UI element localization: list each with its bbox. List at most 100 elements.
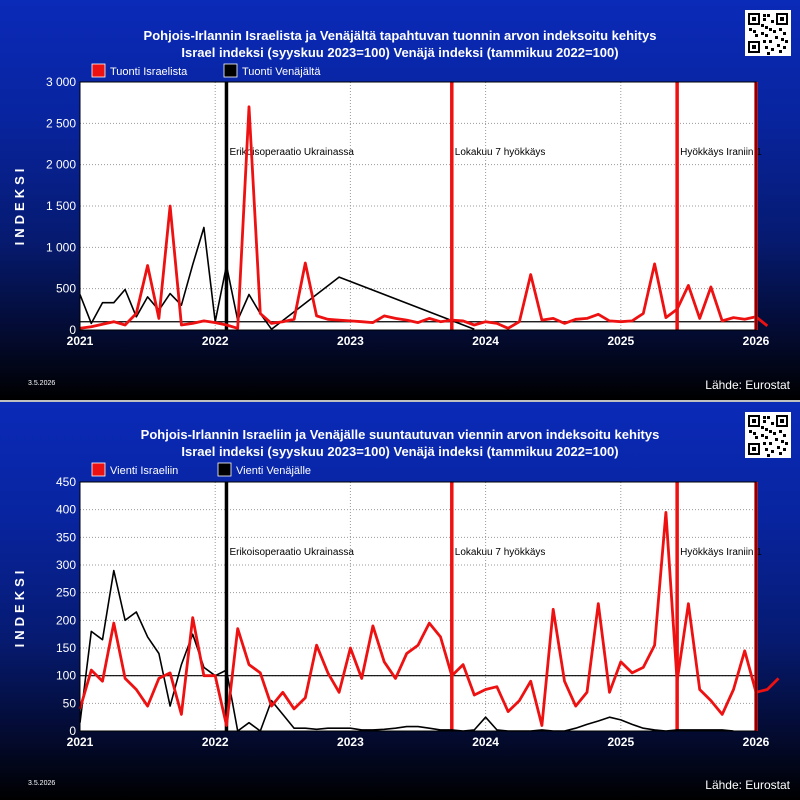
qr-code-icon xyxy=(745,412,791,458)
y-tick-label: 400 xyxy=(56,503,76,517)
y-tick-label: 1 500 xyxy=(46,199,76,213)
qr-module xyxy=(769,28,772,31)
plot-frame xyxy=(79,81,757,331)
series-line xyxy=(79,105,769,330)
legend-label: Vienti Israeliin xyxy=(110,465,178,477)
legend-swatch xyxy=(91,462,106,477)
qr-module xyxy=(763,40,766,43)
qr-module xyxy=(749,28,752,31)
qr-module xyxy=(765,448,768,451)
qr-module xyxy=(771,20,774,23)
x-tick-label: 2023 xyxy=(337,334,364,348)
x-tick-label: 2025 xyxy=(607,735,634,749)
qr-module xyxy=(777,446,780,449)
qr-module xyxy=(783,32,786,35)
y-tick-label: 150 xyxy=(56,641,76,655)
y-tick-label: 200 xyxy=(56,613,76,627)
legend-swatch xyxy=(217,462,232,477)
y-tick-label: 0 xyxy=(69,724,76,738)
qr-module xyxy=(755,436,758,439)
legend-label: Vienti Venäjälle xyxy=(236,465,311,477)
y-tick-label: 450 xyxy=(56,475,76,489)
y-tick-label: 50 xyxy=(63,696,77,710)
qr-module xyxy=(767,454,770,457)
qr-module xyxy=(775,438,778,441)
y-tick-label: 1 000 xyxy=(46,240,76,254)
qr-module xyxy=(777,44,780,47)
series-line xyxy=(78,511,780,727)
x-tick-label: 2025 xyxy=(607,334,634,348)
qr-module xyxy=(779,50,782,53)
y-tick-label: 2 000 xyxy=(46,158,76,172)
qr-finder-core xyxy=(752,419,756,423)
y-tick-label: 3 000 xyxy=(46,75,76,89)
qr-module xyxy=(771,48,774,51)
qr-module xyxy=(765,436,768,439)
qr-finder-core xyxy=(752,447,756,451)
chart-subtitle: Israel indeksi (syyskuu 2023=100) Venäjä… xyxy=(181,444,618,459)
event-label: Erikoisoperaatio Ukrainassa xyxy=(229,547,354,558)
qr-module xyxy=(755,34,758,37)
qr-module xyxy=(767,52,770,55)
qr-code-icon xyxy=(745,10,791,56)
footer-date: 3.5.2026 xyxy=(28,780,55,787)
qr-finder-core xyxy=(780,419,784,423)
chart-title: Pohjois-Irlannin Israeliin ja Venäjälle … xyxy=(141,427,660,442)
qr-module xyxy=(779,452,782,455)
x-tick-label: 2023 xyxy=(337,735,364,749)
qr-module xyxy=(783,434,786,437)
qr-module xyxy=(785,40,788,43)
qr-module xyxy=(773,30,776,33)
qr-module xyxy=(769,430,772,433)
qr-module xyxy=(753,30,756,33)
qr-module xyxy=(763,416,766,419)
qr-module xyxy=(773,432,776,435)
x-tick-label: 2024 xyxy=(472,735,499,749)
event-label: Hyökkäys Iraniin 1 xyxy=(680,147,762,158)
qr-module xyxy=(779,430,782,433)
footer-source: Lähde: Eurostat xyxy=(705,778,790,792)
qr-module xyxy=(783,46,786,49)
qr-module xyxy=(775,36,778,39)
qr-module xyxy=(761,24,764,27)
y-tick-label: 500 xyxy=(56,282,76,296)
x-tick-label: 2021 xyxy=(67,735,94,749)
x-tick-label: 2022 xyxy=(202,334,229,348)
qr-module xyxy=(763,14,766,17)
x-tick-label: 2022 xyxy=(202,735,229,749)
qr-module xyxy=(779,28,782,31)
chart-subtitle: Israel indeksi (syyskuu 2023=100) Venäjä… xyxy=(181,45,618,60)
legend-label: Tuonti Israelista xyxy=(110,66,188,78)
event-label: Lokakuu 7 hyökkäys xyxy=(455,147,546,158)
event-label: Hyökkäys Iraniin 1 xyxy=(680,547,762,558)
plot-area xyxy=(80,82,756,330)
qr-module xyxy=(785,442,788,445)
footer-source: Lähde: Eurostat xyxy=(705,378,790,392)
qr-module xyxy=(765,46,768,49)
qr-module xyxy=(781,38,784,41)
legend-label: Tuonti Venäjältä xyxy=(242,66,321,78)
chart-title: Pohjois-Irlannin Israelista ja Venäjältä… xyxy=(144,28,657,43)
qr-module xyxy=(767,416,770,419)
qr-module xyxy=(771,422,774,425)
qr-finder-core xyxy=(752,17,756,21)
qr-module xyxy=(769,442,772,445)
y-tick-label: 0 xyxy=(69,323,76,337)
plot-frame xyxy=(79,481,757,732)
qr-module xyxy=(771,450,774,453)
series-line xyxy=(79,226,475,331)
x-tick-label: 2026 xyxy=(743,334,770,348)
export-chart-panel: Pohjois-Irlannin Israeliin ja Venäjälle … xyxy=(0,400,800,800)
y-tick-label: 2 500 xyxy=(46,116,76,130)
y-tick-label: 250 xyxy=(56,586,76,600)
y-tick-label: 100 xyxy=(56,669,76,683)
qr-module xyxy=(783,448,786,451)
qr-module xyxy=(761,32,764,35)
footer-date: 3.5.2026 xyxy=(28,380,55,387)
qr-module xyxy=(767,14,770,17)
qr-module xyxy=(765,34,768,37)
x-tick-label: 2021 xyxy=(67,334,94,348)
x-tick-label: 2026 xyxy=(743,735,770,749)
y-axis-label: INDEKSI xyxy=(12,165,27,246)
qr-module xyxy=(765,26,768,29)
